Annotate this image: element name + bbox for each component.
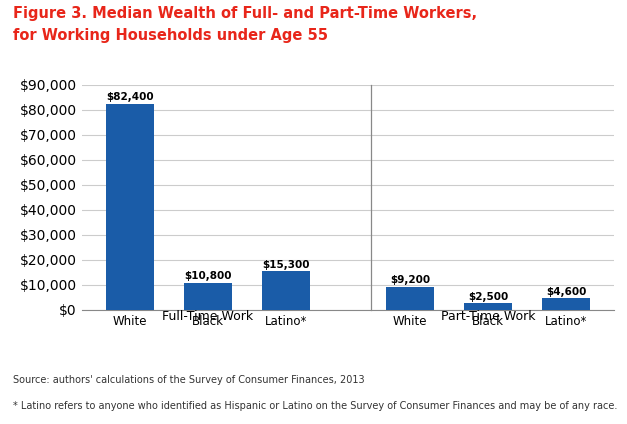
Text: $15,300: $15,300 (262, 260, 309, 270)
Bar (386, 287, 435, 310)
Text: * Latino refers to anyone who identified as Hispanic or Latino on the Survey of : * Latino refers to anyone who identified… (13, 401, 617, 411)
Bar (106, 104, 154, 310)
Bar (542, 298, 590, 310)
Text: $2,500: $2,500 (468, 292, 508, 302)
Text: $82,400: $82,400 (106, 92, 154, 102)
Bar (261, 271, 310, 310)
Text: Source: authors' calculations of the Survey of Consumer Finances, 2013: Source: authors' calculations of the Sur… (13, 375, 364, 385)
Text: $9,200: $9,200 (390, 275, 430, 285)
Bar (464, 303, 512, 310)
Text: Full-Time Work: Full-Time Work (162, 310, 253, 323)
Text: Part-Time Work: Part-Time Work (441, 310, 535, 323)
Bar (184, 282, 232, 310)
Text: Figure 3. Median Wealth of Full- and Part-Time Workers,: Figure 3. Median Wealth of Full- and Par… (13, 6, 477, 21)
Text: $4,600: $4,600 (546, 287, 586, 296)
Text: for Working Households under Age 55: for Working Households under Age 55 (13, 28, 327, 42)
Text: $10,800: $10,800 (184, 271, 231, 281)
